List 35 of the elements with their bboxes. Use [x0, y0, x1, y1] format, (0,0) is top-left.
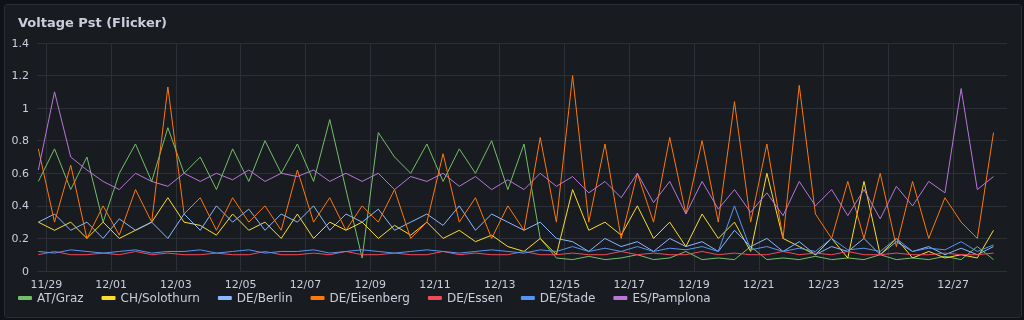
x-tick-label: 12/15: [548, 278, 581, 291]
x-tick-label: 12/25: [872, 278, 905, 291]
y-tick-label: 0.2: [11, 231, 29, 245]
y-tick-label: 1.4: [11, 36, 29, 50]
x-tick-label: 12/03: [160, 278, 192, 291]
legend-label: DE/Eisenberg: [329, 291, 410, 305]
x-tick-label: 12/11: [419, 278, 451, 291]
legend-label: CH/Solothurn: [120, 291, 200, 305]
line-series: [37, 172, 995, 259]
y-tick-label: 1.2: [11, 69, 29, 83]
x-tick-label: 12/13: [483, 278, 516, 291]
legend-label: DE/Essen: [446, 291, 503, 305]
line-series: [37, 88, 995, 220]
x-tick-label: 12/23: [807, 278, 840, 291]
legend-label: ES/Pamplona: [632, 291, 711, 305]
legend-label: DE/Berlin: [236, 291, 293, 305]
x-tick-label: 12/21: [742, 278, 775, 291]
line-series: [37, 119, 995, 261]
y-tick-label: 0.6: [11, 166, 29, 180]
y-tick-label: 1: [22, 101, 29, 115]
legend-label: AT/Graz: [37, 291, 84, 305]
legend-label: DE/Stade: [539, 291, 596, 305]
y-tick-label: 0: [22, 264, 29, 278]
x-tick-label: 11/29: [30, 278, 63, 291]
line-series: [37, 75, 995, 248]
x-tick-label: 12/27: [937, 278, 969, 291]
x-tick-label: 12/09: [354, 278, 387, 291]
y-tick-label: 0.8: [11, 134, 29, 148]
x-tick-label: 12/07: [289, 278, 322, 291]
x-tick-label: 12/17: [613, 278, 646, 291]
chart-title: Voltage Pst (Flicker): [18, 15, 168, 30]
x-tick-label: 12/05: [224, 278, 257, 291]
x-tick-label: 12/19: [678, 278, 710, 291]
x-tick-label: 12/01: [95, 278, 128, 291]
y-tick-label: 0.4: [11, 199, 29, 213]
